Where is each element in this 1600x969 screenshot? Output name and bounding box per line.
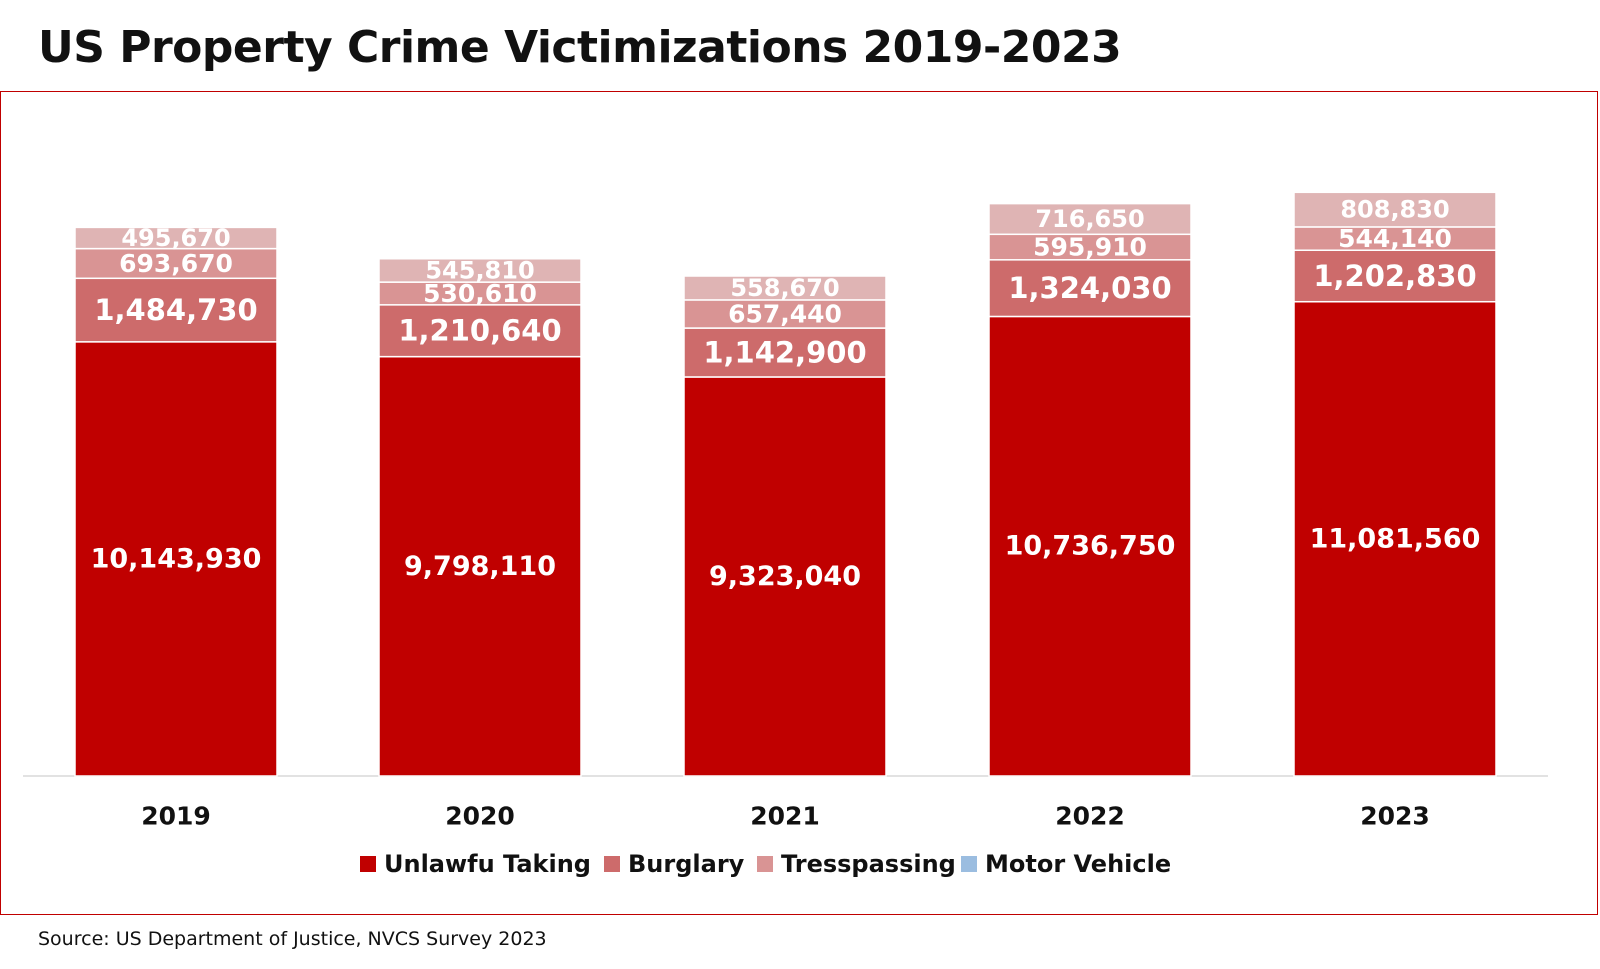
bar-segment [988,259,1192,318]
data-label: 530,610 [423,279,537,308]
legend: Unlawfu Taking Burglary Tresspassing Motor … [360,850,1171,878]
bar-segment [378,355,582,777]
data-label: 558,670 [730,274,839,302]
legend-swatch [360,856,376,872]
bar-segment [74,226,278,250]
bar-segment [1293,249,1497,303]
legend-label: Burglary [628,850,745,878]
data-label: 495,670 [121,224,230,252]
bar-segment [683,327,887,378]
data-label: 1,484,730 [94,293,257,327]
data-label: 1,210,640 [398,314,561,348]
legend-swatch [604,856,620,872]
x-tick-label: 2019 [141,802,211,831]
x-tick-label: 2023 [1360,802,1430,831]
data-label: 545,810 [425,256,534,284]
data-label: 716,650 [1035,205,1144,233]
x-tick-label: 2022 [1055,802,1125,831]
data-label: 1,324,030 [1008,271,1171,305]
data-label: 9,323,040 [709,561,861,592]
x-tick-label: 2020 [445,802,515,831]
bar-segment [1293,300,1497,777]
data-label: 1,142,900 [703,336,866,370]
bar-segment [683,275,887,301]
data-label: 10,143,930 [91,543,262,574]
x-tick-label: 2021 [750,802,820,831]
data-label: 693,670 [119,249,233,278]
bar-segment [683,376,887,777]
data-label: 595,910 [1033,233,1147,262]
data-label: 657,440 [728,299,842,328]
bar-segment [683,299,887,329]
bar-segment [378,258,582,283]
chart-frame: 10,143,930 1,484,730 693,670 495,670 9,798,1… [0,91,1598,915]
data-label: 10,736,750 [1005,531,1176,562]
source-note: Source: US Department of Justice, NVCS S… [38,928,547,950]
bar-segment [74,277,278,343]
bar-segment [988,202,1192,236]
data-label: 808,830 [1340,196,1449,224]
bar-segment [988,315,1192,777]
legend-label: Tresspassing [781,850,956,878]
bar-segment [74,341,278,777]
x-tick-labels: 2019 2020 2021 2022 2023 [141,802,1430,831]
data-label: 544,140 [1338,224,1452,253]
data-label: 1,202,830 [1313,259,1476,293]
data-label: 11,081,560 [1310,523,1481,554]
bar-segment [1293,191,1497,228]
legend-label: Unlawfu Taking [384,850,591,878]
chart-title: US Property Crime Victimizations 2019-20… [38,22,1122,73]
legend-label: Motor Vehicle [985,850,1171,878]
data-label: 9,798,110 [404,551,556,582]
legend-swatch [757,856,773,872]
bar-segment [378,304,582,358]
legend-swatch [961,856,977,872]
